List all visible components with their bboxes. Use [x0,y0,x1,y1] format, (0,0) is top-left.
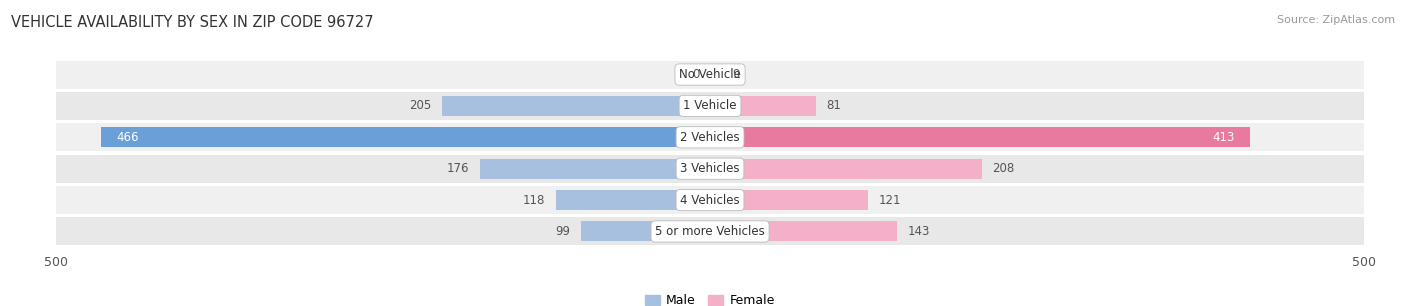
Text: 143: 143 [907,225,929,238]
Legend: Male, Female: Male, Female [645,294,775,306]
Text: 413: 413 [1212,131,1234,144]
Text: 208: 208 [993,162,1015,175]
Text: 1 Vehicle: 1 Vehicle [683,99,737,112]
Bar [710,190,869,210]
Text: 4 Vehicles: 4 Vehicles [681,194,740,207]
Bar [710,222,897,241]
Bar [56,92,1364,120]
Bar [56,123,1364,151]
Bar [710,127,1250,147]
Bar [56,61,1364,88]
Text: 121: 121 [879,194,901,207]
Text: Source: ZipAtlas.com: Source: ZipAtlas.com [1277,15,1395,25]
Text: 205: 205 [409,99,432,112]
Bar [56,218,1364,245]
Bar [581,222,710,241]
Text: 99: 99 [555,225,569,238]
Bar [710,159,981,179]
Bar [441,96,710,116]
Text: 466: 466 [117,131,139,144]
Bar [56,186,1364,214]
Bar [56,155,1364,183]
Bar [101,127,710,147]
Text: 5 or more Vehicles: 5 or more Vehicles [655,225,765,238]
Text: 0: 0 [692,68,700,81]
Bar [555,190,710,210]
Text: 176: 176 [447,162,470,175]
Text: 9: 9 [733,68,740,81]
Text: VEHICLE AVAILABILITY BY SEX IN ZIP CODE 96727: VEHICLE AVAILABILITY BY SEX IN ZIP CODE … [11,15,374,30]
Bar [710,65,721,84]
Text: 3 Vehicles: 3 Vehicles [681,162,740,175]
Text: 118: 118 [523,194,546,207]
Text: 2 Vehicles: 2 Vehicles [681,131,740,144]
Bar [479,159,710,179]
Text: 81: 81 [827,99,841,112]
Bar [710,96,815,116]
Text: No Vehicle: No Vehicle [679,68,741,81]
